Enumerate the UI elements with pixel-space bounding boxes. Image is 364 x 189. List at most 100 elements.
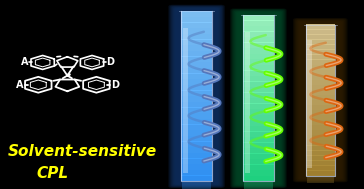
Bar (306, 145, 335, 151)
Bar (181, 11, 212, 17)
Bar (181, 164, 212, 170)
Bar (306, 85, 335, 90)
Bar (243, 131, 274, 137)
Bar (243, 81, 274, 87)
Bar (181, 113, 212, 119)
Bar (243, 76, 274, 82)
Bar (306, 95, 335, 100)
FancyBboxPatch shape (170, 5, 223, 187)
Bar (243, 148, 274, 154)
Bar (243, 103, 274, 109)
Text: D: D (111, 80, 119, 90)
Bar (306, 140, 335, 146)
Bar (306, 54, 335, 60)
Bar (306, 120, 335, 125)
Bar (181, 153, 212, 159)
Bar (243, 92, 274, 98)
FancyBboxPatch shape (297, 20, 343, 180)
Bar (306, 29, 335, 35)
FancyBboxPatch shape (173, 7, 220, 186)
Bar (306, 100, 335, 105)
Bar (181, 56, 212, 62)
Bar (181, 141, 212, 147)
Bar (181, 136, 212, 142)
FancyBboxPatch shape (168, 5, 225, 188)
Bar (181, 17, 212, 23)
Bar (181, 22, 212, 28)
Bar (243, 115, 274, 120)
FancyBboxPatch shape (294, 19, 347, 182)
Bar (181, 68, 212, 74)
Bar (243, 59, 274, 65)
FancyBboxPatch shape (171, 6, 222, 187)
Bar (243, 53, 274, 60)
Text: Solvent-sensitive: Solvent-sensitive (7, 144, 157, 159)
Bar (182, 182, 211, 189)
Bar (306, 49, 335, 55)
Bar (306, 165, 335, 171)
Bar (181, 170, 212, 176)
Bar (306, 135, 335, 140)
Text: A: A (20, 57, 28, 67)
Bar (181, 34, 212, 40)
FancyBboxPatch shape (293, 18, 348, 182)
Bar (243, 153, 274, 159)
Bar (243, 26, 274, 32)
Bar (183, 28, 188, 173)
FancyBboxPatch shape (172, 6, 221, 186)
Text: D: D (106, 57, 114, 67)
Bar (306, 115, 335, 120)
Bar (306, 44, 335, 50)
Bar (243, 20, 274, 26)
Bar (243, 176, 274, 181)
Bar (306, 155, 335, 161)
Bar (244, 182, 273, 189)
Bar (306, 110, 335, 115)
FancyBboxPatch shape (233, 10, 284, 187)
FancyBboxPatch shape (230, 9, 286, 188)
Bar (306, 105, 335, 110)
Bar (306, 160, 335, 166)
Bar (181, 119, 212, 125)
FancyBboxPatch shape (295, 19, 345, 181)
Bar (181, 102, 212, 108)
Bar (243, 159, 274, 165)
FancyBboxPatch shape (235, 11, 282, 186)
Bar (243, 98, 274, 104)
Bar (243, 170, 274, 176)
Bar (181, 73, 212, 79)
Bar (306, 150, 335, 156)
Bar (306, 60, 335, 65)
Bar (181, 147, 212, 153)
Bar (306, 70, 335, 75)
Bar (243, 109, 274, 115)
Bar (243, 120, 274, 126)
Bar (181, 62, 212, 68)
Bar (181, 175, 212, 181)
Bar (243, 65, 274, 70)
Bar (306, 170, 335, 176)
Bar (181, 130, 212, 136)
Bar (181, 79, 212, 85)
FancyBboxPatch shape (232, 9, 285, 187)
Bar (181, 96, 212, 102)
Bar (243, 137, 274, 143)
Bar (181, 51, 212, 57)
Text: CPL: CPL (36, 166, 68, 181)
Bar (243, 31, 274, 37)
Bar (243, 126, 274, 132)
Bar (243, 87, 274, 93)
Bar (306, 39, 335, 45)
Bar (306, 24, 335, 30)
Bar (245, 32, 250, 173)
Bar (181, 158, 212, 164)
Text: A: A (16, 80, 24, 90)
Bar (306, 75, 335, 80)
Bar (181, 45, 212, 51)
Bar (307, 40, 312, 168)
Bar (181, 85, 212, 91)
Bar (181, 28, 212, 34)
Bar (306, 90, 335, 95)
Bar (306, 34, 335, 40)
Bar (306, 130, 335, 136)
